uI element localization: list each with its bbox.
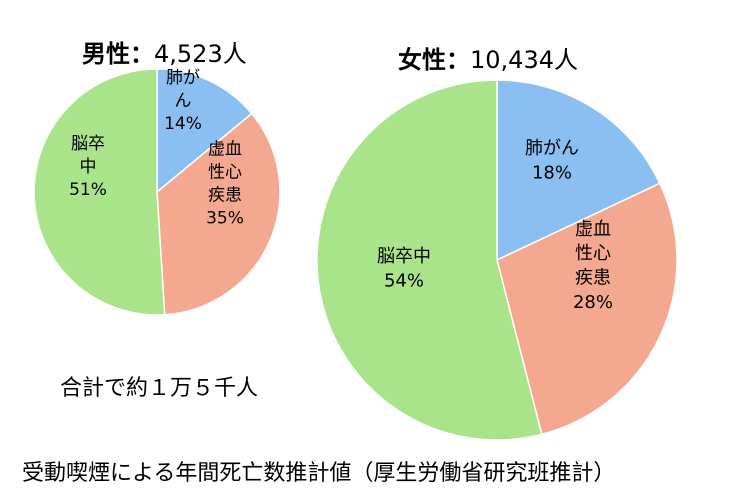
female-pie-slice-2: [316, 79, 543, 441]
male-slice-label-2: 脳卒中 51%: [69, 134, 107, 200]
total-note: 合計で約１万５千人: [60, 376, 259, 401]
female-pie-slice-0: [496, 79, 661, 262]
male-pie-slice-2: [33, 68, 166, 316]
male-chart-title: 男性：4,523人: [82, 34, 247, 69]
female-chart-title: 女性：10,434人: [398, 40, 578, 75]
female-title-label: 女性：: [398, 46, 470, 74]
male-slice-label-1: 虚血性心疾患 35%: [206, 140, 244, 229]
male-title-label: 男性：: [82, 40, 154, 68]
figure-caption: 受動喫煙による年間死亡数推計値（厚生労働省研究班推計）: [22, 461, 616, 486]
female-slice-label-1: 虚血性心疾患 28%: [573, 219, 613, 313]
female-pie-slice-1: [496, 182, 678, 436]
male-slice-label-0: 肺がん 14%: [164, 68, 202, 134]
male-title-value: 4,523人: [154, 40, 247, 68]
female-slice-label-2: 脳卒中 54%: [377, 246, 431, 291]
female-slice-label-0: 肺がん 18%: [525, 138, 579, 183]
female-title-value: 10,434人: [470, 46, 578, 74]
male-pie-slice-1: [156, 112, 281, 316]
male-pie-slice-0: [156, 68, 253, 194]
